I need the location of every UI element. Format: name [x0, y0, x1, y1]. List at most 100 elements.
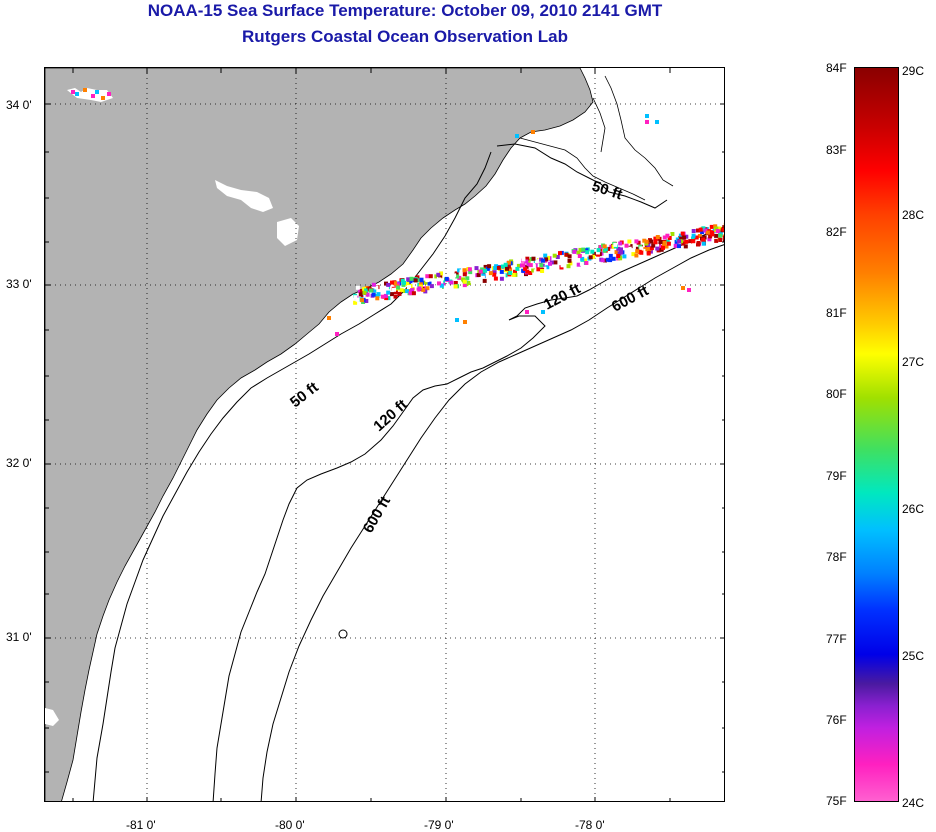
scale-label-27c: 27C: [902, 355, 925, 369]
sst-pixel: [478, 269, 483, 274]
sst-pixel: [408, 279, 413, 284]
sst-pixel: [616, 254, 621, 258]
sst-pixel: [436, 272, 441, 277]
scale-label-78f: 78F: [826, 550, 847, 564]
sst-pixel: [628, 244, 633, 249]
lat-label-32: 32 0': [6, 456, 32, 470]
sst-pixel: [560, 263, 565, 268]
sst-pixel: [444, 276, 449, 281]
sst-pixel: [696, 242, 700, 247]
color-scale-bar: [854, 67, 899, 802]
sst-pixel: [645, 114, 649, 118]
sst-pixel: [449, 280, 454, 285]
sst-pixel: [688, 239, 693, 244]
sst-pixel: [536, 267, 541, 272]
sst-pixel: [335, 332, 339, 336]
sst-pixel: [596, 252, 601, 257]
sst-pixel: [413, 278, 418, 283]
sst-pixel: [523, 267, 528, 271]
sst-pixel: [698, 227, 703, 232]
sst-pixel: [584, 261, 589, 265]
sst-pixel: [364, 288, 369, 293]
sst-pixel: [384, 286, 389, 291]
sst-pixel: [708, 234, 713, 239]
sst-pixel: [393, 281, 397, 286]
sst-pixel: [568, 261, 573, 266]
sst-pixel: [691, 239, 696, 244]
sst-pixel: [386, 282, 391, 287]
sst-pixel: [703, 228, 708, 233]
sst-pixel: [559, 265, 564, 270]
sst-pixel: [701, 226, 706, 231]
sst-pixel: [362, 290, 367, 295]
sst-pixel: [496, 265, 501, 270]
sst-pixel: [457, 275, 462, 280]
sst-pixel: [483, 264, 488, 269]
sst-pixel: [662, 242, 666, 247]
lat-label-31: 31 0': [6, 630, 32, 644]
sst-pixel: [383, 293, 388, 298]
sst-pixel: [651, 243, 656, 248]
sst-pixel: [677, 239, 682, 244]
sst-pixel: [393, 290, 398, 295]
sst-pixel: [583, 258, 587, 263]
sst-pixel: [684, 234, 689, 239]
sst-pixel: [437, 281, 441, 286]
isobath-50ft: [92, 143, 668, 801]
sst-pixel: [680, 231, 685, 236]
sst-pixel: [425, 286, 430, 291]
sst-pixel: [462, 272, 467, 277]
sst-pixel: [681, 241, 686, 246]
isobath-120ft: [212, 226, 724, 801]
sst-pixel: [410, 288, 414, 293]
sst-pixel: [525, 310, 529, 314]
sst-pixel: [722, 235, 724, 240]
sst-pixel: [644, 239, 649, 244]
sst-pixel: [566, 264, 571, 269]
sst-pixel: [724, 236, 725, 240]
sst-pixel: [508, 271, 513, 275]
sst-pixel: [506, 264, 511, 269]
sst-pixel: [701, 237, 706, 242]
sst-pixel: [425, 278, 430, 283]
sst-pixel: [655, 246, 660, 251]
sst-pixel: [531, 268, 536, 273]
sst-pixel: [591, 254, 596, 259]
sst-pixel: [602, 244, 607, 249]
sst-pixel: [596, 248, 601, 253]
sst-pixel: [452, 273, 457, 278]
sst-pixel: [661, 245, 665, 250]
sst-pixel: [71, 90, 75, 94]
land-area: [45, 68, 594, 801]
sst-pixel: [505, 266, 509, 271]
sst-pixel: [524, 259, 529, 264]
sst-pixel: [683, 244, 688, 249]
sst-pixel: [453, 284, 458, 289]
sst-pixel: [107, 92, 111, 96]
sst-pixel: [401, 282, 406, 287]
sst-map[interactable]: 50 ft 50 ft 120 ft 120 ft 600 ft 600 ft: [44, 67, 725, 802]
sst-pixel: [627, 239, 632, 244]
sst-pixel: [402, 280, 406, 285]
sst-pixel: [665, 239, 670, 244]
sst-pixel: [634, 253, 639, 258]
sst-pixel: [463, 320, 467, 324]
scale-label-24c: 24C: [902, 796, 925, 810]
sst-pixel: [655, 235, 660, 239]
sst-pixel: [525, 269, 530, 274]
sst-pixel: [588, 255, 593, 260]
sst-pixel: [384, 296, 389, 301]
sst-pixel: [480, 275, 485, 280]
sst-pixel: [500, 264, 505, 269]
sst-pixel: [619, 247, 623, 252]
sst-pixel: [617, 251, 622, 256]
sst-pixel: [585, 250, 590, 255]
scale-label-80f: 80F: [826, 387, 847, 401]
sst-pixel: [543, 253, 548, 258]
lon-label-80: -80 0': [275, 818, 305, 832]
sst-pixel: [639, 250, 644, 255]
sst-pixel: [409, 276, 414, 281]
scale-label-76f: 76F: [826, 713, 847, 727]
scale-label-82f: 82F: [826, 225, 847, 239]
sst-pixel: [592, 251, 597, 256]
